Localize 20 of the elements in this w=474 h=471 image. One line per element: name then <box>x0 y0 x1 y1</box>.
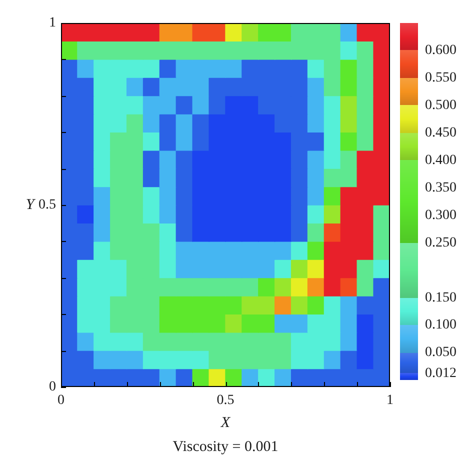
color-bar-label: 0.300 <box>425 208 456 223</box>
y-tick-label: 1 <box>49 16 56 31</box>
color-bar-label: 0.250 <box>425 235 456 250</box>
y-axis-title: Y <box>26 196 36 213</box>
color-bar-label: 0.550 <box>425 70 456 86</box>
x-tick-label: 1 <box>386 393 394 408</box>
x-axis-title: X <box>220 414 231 431</box>
color-bar-label: 0.450 <box>425 126 456 141</box>
color-bar-label: 0.500 <box>425 98 456 114</box>
color-bar-label: 0.400 <box>425 152 456 168</box>
x-tick-label: 0.5 <box>216 393 234 408</box>
color-bar-label: 0.012 <box>425 366 456 382</box>
color-bar-label: 0.350 <box>425 180 456 196</box>
color-bar-label: 0.150 <box>425 290 456 306</box>
y-tick-label: 0 <box>49 380 56 395</box>
text: Viscosity = 0.001 <box>172 438 278 455</box>
y-tick-label: 0.5 <box>38 198 56 213</box>
color-bar-label: 0.100 <box>425 318 456 333</box>
color-bar-label: 0.600 <box>425 43 456 58</box>
color-bar-label: 0.050 <box>425 345 456 360</box>
